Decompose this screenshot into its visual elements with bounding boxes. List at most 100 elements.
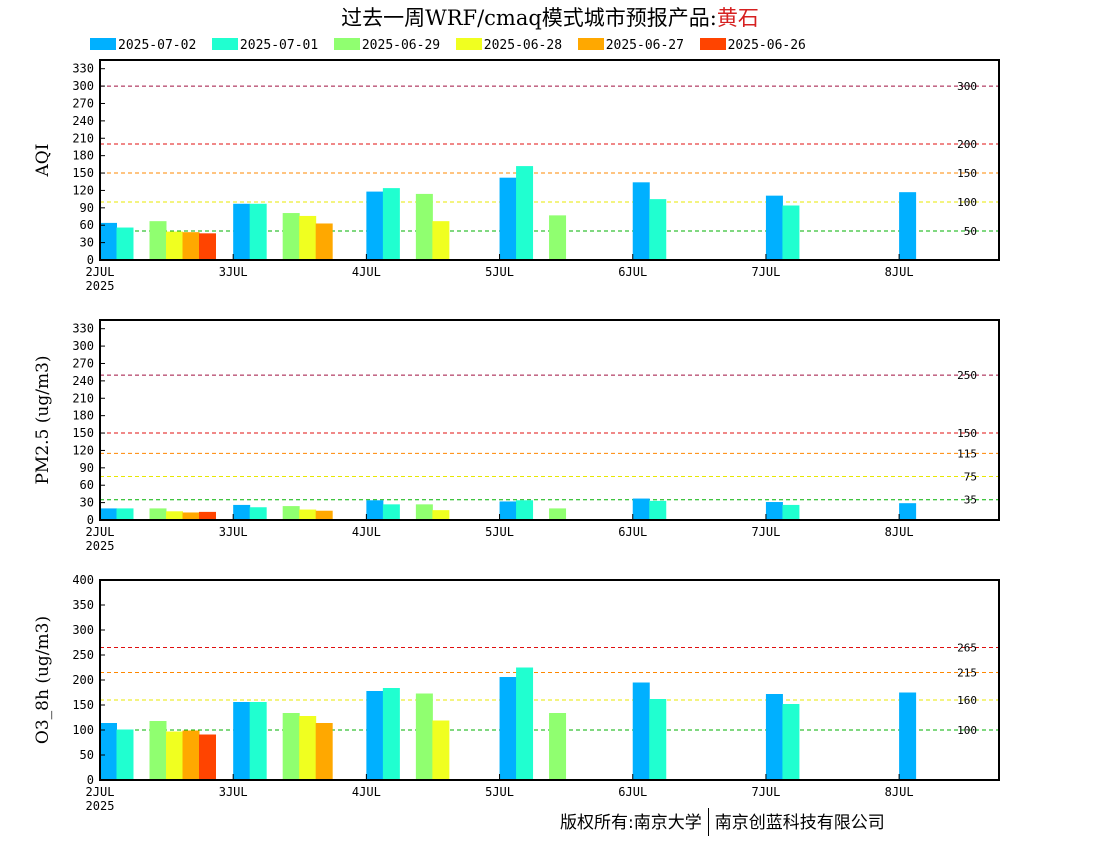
bar	[315, 510, 333, 520]
x-tick-label: 7JUL	[751, 525, 780, 539]
y-tick-label: 60	[80, 218, 94, 232]
bar	[782, 704, 800, 780]
y-tick-label: 90	[80, 201, 94, 215]
y-tick-label: 180	[72, 409, 94, 423]
bar	[649, 500, 667, 520]
bar	[549, 215, 567, 260]
y-tick-label: 180	[72, 149, 94, 163]
y-tick-label: 120	[72, 443, 94, 457]
bar	[415, 504, 433, 520]
x-tick-label: 2JUL	[86, 265, 115, 279]
legend-label: 2025-06-27	[605, 38, 684, 53]
bar	[166, 731, 183, 780]
legend-swatch	[699, 38, 726, 50]
bar	[765, 502, 783, 520]
threshold-label: 160	[957, 694, 977, 707]
bar	[299, 215, 317, 260]
y-axis-label: PM2.5 (ug/m3)	[33, 355, 53, 484]
legend-item: 2025-07-01	[211, 38, 318, 53]
y-tick-label: 270	[72, 356, 94, 370]
title-prefix: 过去一周WRF/cmaq模式城市预报产品:	[341, 6, 717, 30]
y-tick-label: 0	[87, 513, 94, 527]
bar	[182, 512, 200, 520]
bar	[182, 730, 200, 780]
bar	[116, 508, 134, 520]
bar	[182, 232, 200, 260]
title-city: 黄石	[716, 6, 759, 30]
threshold-label: 115	[957, 447, 977, 460]
bar	[100, 508, 117, 520]
bar	[649, 699, 667, 780]
y-tick-label: 210	[72, 391, 94, 405]
bar	[782, 205, 800, 260]
legend-swatch	[211, 38, 238, 50]
bar	[299, 716, 317, 780]
x-tick-label: 4JUL	[352, 525, 381, 539]
x-tick-sublabel: 2025	[86, 279, 115, 293]
threshold-label: 50	[964, 225, 977, 238]
y-tick-label: 270	[72, 96, 94, 110]
x-tick-label: 5JUL	[485, 265, 514, 279]
y-tick-label: 330	[72, 62, 94, 76]
bar	[549, 713, 567, 780]
y-tick-label: 150	[72, 698, 94, 712]
x-tick-label: 5JUL	[485, 525, 514, 539]
chart-panel: 250 150 115 75 35 0 30 60 90 120 150 180 210 240 270 30…	[33, 319, 1000, 553]
copyright-left: 版权所有:南京大学	[560, 813, 702, 833]
x-tick-label: 4JUL	[352, 265, 381, 279]
chart-panel: 265 215 160 100 0 50 100 150 200 250 300 350 400 2JUL…	[33, 573, 1000, 813]
x-tick-label: 3JUL	[219, 525, 248, 539]
bar	[516, 667, 534, 780]
x-tick-label: 7JUL	[751, 785, 780, 799]
x-tick-label: 3JUL	[219, 785, 248, 799]
y-tick-label: 300	[72, 339, 94, 353]
bar	[549, 508, 567, 520]
bar	[116, 227, 134, 260]
legend-item: 2025-07-02	[90, 38, 196, 53]
legend-item: 2025-06-28	[455, 38, 562, 53]
threshold-label: 300	[957, 80, 977, 93]
y-tick-label: 30	[80, 496, 94, 510]
bar	[499, 677, 517, 780]
copyright-footer: 版权所有:南京大学 南京创蓝科技有限公司	[560, 808, 885, 836]
x-tick-label: 8JUL	[885, 785, 914, 799]
bar	[199, 511, 216, 520]
bar	[233, 203, 251, 260]
legend-label: 2025-06-26	[727, 38, 806, 53]
x-tick-sublabel: 2025	[86, 539, 115, 553]
footer-divider	[707, 808, 709, 836]
bar	[899, 692, 917, 780]
x-tick-label: 6JUL	[618, 525, 647, 539]
bar	[249, 702, 267, 780]
y-tick-label: 150	[72, 166, 94, 180]
plot-frame	[99, 319, 1000, 521]
x-tick-label: 3JUL	[219, 265, 248, 279]
threshold-label: 150	[957, 427, 977, 440]
bar	[366, 691, 384, 780]
x-tick-sublabel: 2025	[86, 799, 115, 813]
y-tick-label: 100	[72, 723, 94, 737]
y-tick-label: 120	[72, 183, 94, 197]
bar	[632, 498, 650, 520]
bar	[166, 511, 183, 520]
bar	[149, 221, 167, 260]
legend-swatch	[333, 38, 360, 50]
bar	[100, 723, 117, 780]
threshold-label: 150	[957, 167, 977, 180]
threshold-label: 100	[957, 196, 977, 209]
y-tick-label: 0	[87, 253, 94, 267]
bar	[382, 688, 400, 780]
bar	[366, 191, 384, 260]
bar	[315, 223, 333, 260]
legend-item: 2025-06-27	[577, 38, 684, 53]
bar	[415, 193, 433, 260]
bar	[249, 203, 267, 260]
bar	[299, 509, 317, 520]
bar	[632, 182, 650, 260]
bar	[282, 213, 300, 260]
x-tick-label: 6JUL	[618, 265, 647, 279]
legend-swatch	[577, 38, 604, 50]
y-tick-label: 400	[72, 573, 94, 587]
bar	[432, 510, 450, 520]
